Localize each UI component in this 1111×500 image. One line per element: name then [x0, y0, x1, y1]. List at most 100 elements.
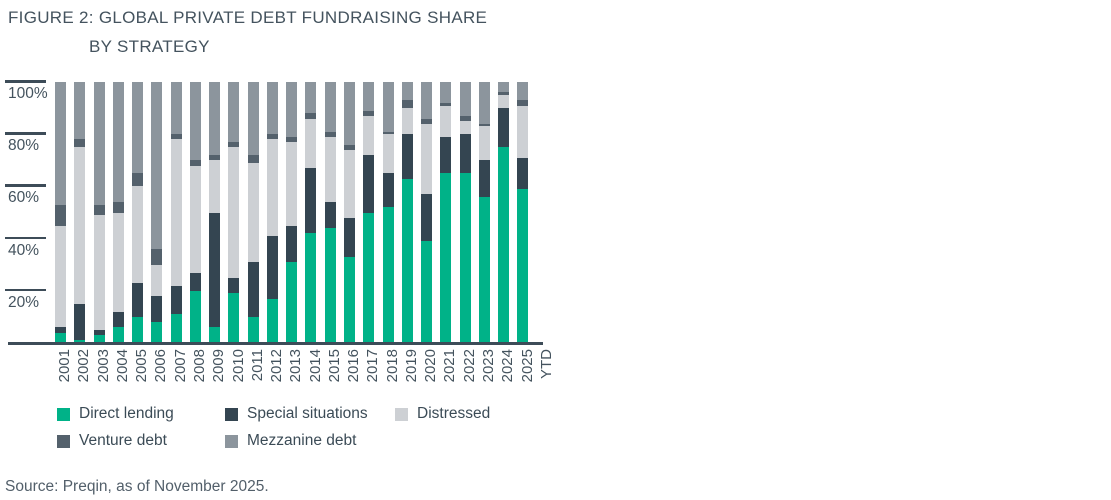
segment-2019-distressed: [401, 108, 413, 135]
bar-2003: [93, 82, 105, 343]
segment-2020-mezzanine-debt: [421, 82, 433, 119]
bar-slot-2003: [93, 82, 113, 343]
x-tick-label-2012: 2012: [268, 349, 286, 383]
bar-2023: [478, 82, 490, 343]
segment-2006-mezzanine-debt: [151, 82, 163, 250]
segment-2001-venture-debt: [55, 204, 66, 226]
segment-2009-special-situations: [209, 212, 221, 328]
legend-item-special-situations: Special situations: [225, 405, 395, 423]
x-tick-label-2006: 2006: [152, 349, 170, 383]
segment-2016-distressed: [343, 149, 355, 218]
x-tick-2007: 2007: [171, 349, 190, 401]
segment-2002-special-situations: [74, 303, 86, 341]
segment-2011-mezzanine-debt: [247, 82, 259, 156]
segment-2019-mezzanine-debt: [401, 82, 413, 101]
segment-2004-venture-debt: [112, 202, 124, 213]
y-tick-line-20: [5, 288, 46, 292]
segment-2013-venture-debt: [286, 136, 298, 143]
y-tick-line-40: [5, 236, 46, 240]
bar-slot-2008: [189, 82, 209, 343]
segment-2006-special-situations: [151, 296, 163, 323]
segment-2011-venture-debt: [247, 155, 259, 163]
x-tick-label-2015: 2015: [325, 349, 343, 383]
segment-2024-special-situations: [498, 108, 510, 148]
segment-2002-venture-debt: [74, 139, 86, 148]
legend-item-direct-lending: Direct lending: [57, 405, 225, 423]
segment-2022-distressed: [459, 121, 471, 135]
legend-label: Mezzanine debt: [247, 432, 357, 449]
bar-slot-2004: [112, 82, 132, 343]
bar-slot-2024: [498, 82, 517, 343]
x-tick-label-2011: 2011: [248, 349, 266, 382]
x-tick-2012: 2012: [267, 349, 286, 401]
x-tick-2018: 2018: [383, 349, 402, 401]
segment-2012-special-situations: [266, 236, 278, 299]
segment-2012-distressed: [266, 139, 278, 237]
segment-2014-direct-lending: [305, 233, 317, 343]
legend-swatch-icon: [57, 434, 70, 448]
segment-2009-mezzanine-debt: [209, 82, 221, 156]
segment-2020-distressed: [421, 123, 433, 195]
stacked-bar-plot: [55, 82, 537, 343]
segment-2019-special-situations: [401, 134, 413, 179]
segment-2023-venture-debt: [478, 123, 490, 127]
segment-2002-mezzanine-debt: [74, 82, 86, 140]
segment-2007-distressed: [170, 139, 182, 286]
segment-2005-direct-lending: [132, 316, 144, 343]
x-tick-label-2022: 2022: [460, 349, 478, 383]
x-tick-label-2021: 2021: [441, 349, 459, 383]
segment-2014-venture-debt: [305, 113, 317, 119]
segment-2025 YTD-mezzanine-debt: [517, 82, 529, 101]
y-tick-line-100: [5, 80, 46, 83]
segment-2021-mezzanine-debt: [440, 82, 452, 103]
segment-2007-venture-debt: [170, 134, 182, 140]
bar-slot-2018: [382, 82, 402, 343]
segment-2003-distressed: [93, 215, 105, 330]
segment-2024-distressed: [498, 95, 510, 109]
x-tick-label-2005: 2005: [133, 349, 151, 383]
segment-2023-mezzanine-debt: [478, 82, 490, 124]
segment-2001-mezzanine-debt: [55, 82, 66, 205]
segment-2004-mezzanine-debt: [112, 82, 124, 203]
segment-2014-mezzanine-debt: [305, 82, 317, 114]
segment-2009-venture-debt: [209, 155, 221, 161]
x-tick-2015: 2015: [325, 349, 344, 401]
segment-2016-mezzanine-debt: [343, 82, 355, 145]
segment-2007-special-situations: [170, 285, 182, 315]
segment-2006-direct-lending: [151, 322, 163, 343]
legend-item-distressed: Distressed: [395, 405, 557, 423]
y-tick-line-80: [5, 132, 46, 135]
segment-2014-distressed: [305, 118, 317, 169]
bar-2009: [209, 82, 221, 343]
segment-2018-distressed: [382, 134, 394, 174]
segment-2025 YTD-venture-debt: [517, 100, 529, 106]
x-tick-2016: 2016: [344, 349, 363, 401]
segment-2001-direct-lending: [55, 332, 66, 343]
bar-2019: [401, 82, 413, 343]
segment-2003-mezzanine-debt: [93, 82, 105, 205]
segment-2014-special-situations: [305, 168, 317, 234]
segment-2020-special-situations: [421, 194, 433, 242]
x-tick-2024: 2024: [498, 349, 517, 401]
legend-swatch-icon: [225, 434, 238, 448]
x-tick-2014: 2014: [305, 349, 324, 401]
segment-2022-special-situations: [459, 134, 471, 174]
x-tick-2008: 2008: [190, 349, 209, 401]
segment-2003-direct-lending: [93, 335, 105, 343]
x-tick-2011: 2011: [248, 349, 267, 401]
x-axis-labels: 2001 2002 2003 2004 2005 2006 2007 2008 2009 2010…: [55, 349, 557, 401]
bar-2010: [228, 82, 240, 343]
bar-2001: [55, 82, 66, 343]
x-tick-label-2010: 2010: [229, 349, 247, 383]
segment-2002-distressed: [74, 147, 86, 304]
x-tick-label-2018: 2018: [383, 349, 401, 383]
segment-2010-special-situations: [228, 277, 240, 294]
segment-2008-venture-debt: [189, 160, 201, 166]
x-tick-label-2020: 2020: [422, 349, 440, 383]
x-tick-label-2013: 2013: [287, 349, 305, 383]
segment-2022-venture-debt: [459, 115, 471, 122]
y-tick-label-60: 60%: [8, 189, 40, 207]
segment-2006-distressed: [151, 264, 163, 297]
bar-slot-2001: [55, 82, 74, 343]
segment-2013-distressed: [286, 142, 298, 226]
